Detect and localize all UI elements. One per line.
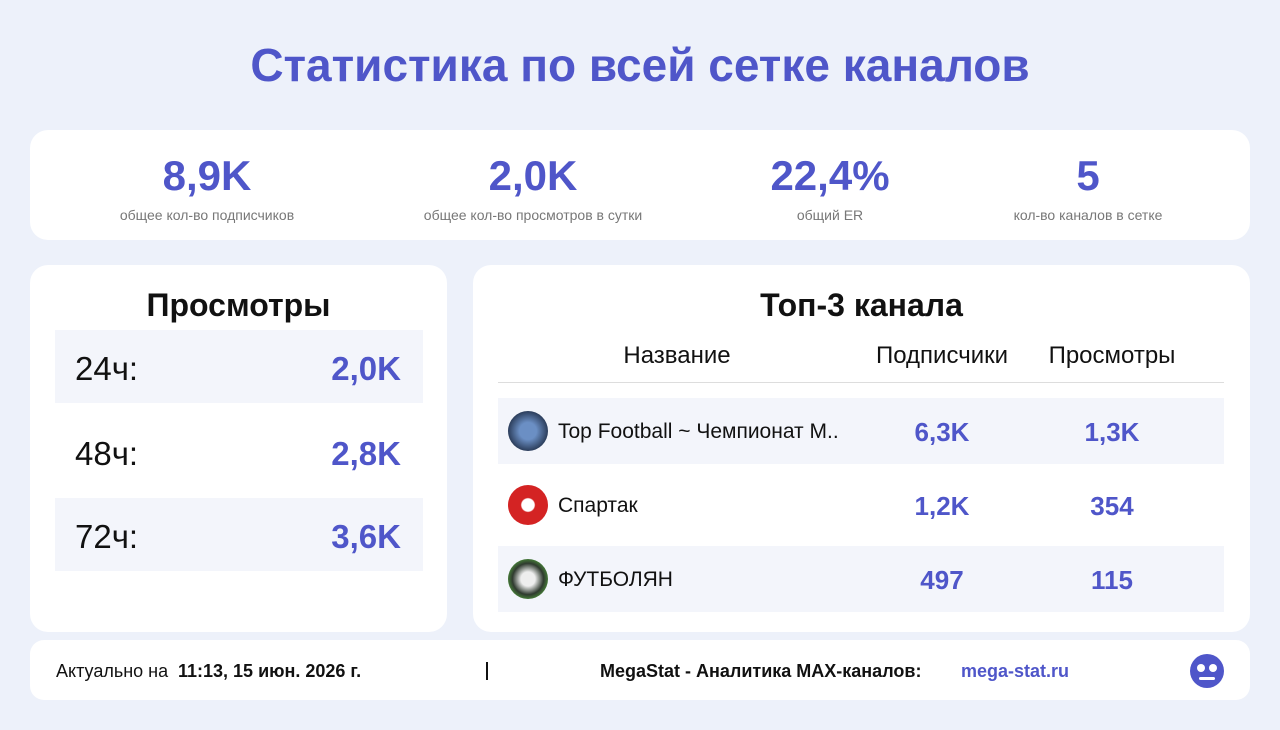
stats-card: 8,9K общее кол-во подписчиков 2,0K общее к… (30, 130, 1250, 240)
updated-prefix: Актуально на (56, 661, 169, 681)
column-header: Подписчики (875, 342, 1009, 369)
subscribers: 497 (920, 565, 964, 595)
views: 115 (1091, 565, 1133, 595)
top-card: Топ-3 канала Название Подписчики Просмот… (473, 265, 1250, 632)
views-value: 2,0K (331, 350, 401, 387)
stat-value: 8,9K (162, 152, 252, 199)
period: 24ч: (75, 350, 139, 387)
site-link[interactable]: mega-stat.ru (961, 661, 1070, 681)
brand: MegaStat - Аналитика MAX-каналов: (600, 661, 922, 681)
stat-label: кол-во каналов в сетке (1013, 207, 1163, 223)
channel-name: ФУТБОЛЯН (558, 568, 673, 591)
subscribers: 1,2K (914, 491, 970, 521)
column-header: Просмотры (1048, 342, 1176, 369)
card-heading: Просмотры (146, 287, 331, 323)
views-row: 72ч: 3,6K (55, 498, 423, 571)
stat-label: общий ER (796, 207, 864, 223)
channel-row[interactable]: Top Football ~ Чемпионат М.. 6,3K 1,3K (498, 398, 1224, 464)
channel-row[interactable]: ФУТБОЛЯН 497 115 (498, 546, 1224, 612)
subscribers: 6,3K (914, 417, 970, 447)
logo (1190, 654, 1224, 688)
avatar (508, 411, 548, 451)
stat-value: 22,4% (770, 152, 890, 199)
footer: Актуально на 11:13, 15 июн. 2026 г. Mega… (30, 640, 1250, 700)
stat-value: 5 (1076, 152, 1100, 199)
page-title: Статистика по всей сетке каналов (250, 39, 1030, 91)
period: 48ч: (75, 435, 139, 472)
views-card: Просмотры 24ч: 2,0K 48ч: 2,8K 72ч: 3,6K (30, 265, 447, 632)
separator (486, 662, 488, 680)
views: 1,3K (1084, 417, 1140, 447)
channel-row[interactable]: Спартак 1,2K 354 (498, 472, 1224, 538)
views-value: 3,6K (331, 518, 401, 555)
views-value: 2,8K (331, 435, 401, 472)
stat-label: общее кол-во подписчиков (119, 207, 295, 223)
stat-label: общее кол-во просмотров в сутки (423, 207, 643, 223)
views-row: 48ч: 2,8K (55, 415, 423, 488)
divider (498, 382, 1224, 383)
channel-name: Top Football ~ Чемпионат М.. (558, 420, 839, 443)
column-header: Название (623, 342, 731, 369)
updated-time: 11:13, 15 июн. 2026 г. (178, 661, 362, 681)
views: 354 (1090, 491, 1134, 521)
channel-name: Спартак (558, 494, 638, 517)
card-heading: Топ-3 канала (760, 287, 963, 323)
avatar (508, 485, 548, 525)
period: 72ч: (75, 518, 139, 555)
stat-value: 2,0K (488, 152, 578, 199)
views-row: 24ч: 2,0K (55, 330, 423, 403)
avatar (508, 559, 548, 599)
